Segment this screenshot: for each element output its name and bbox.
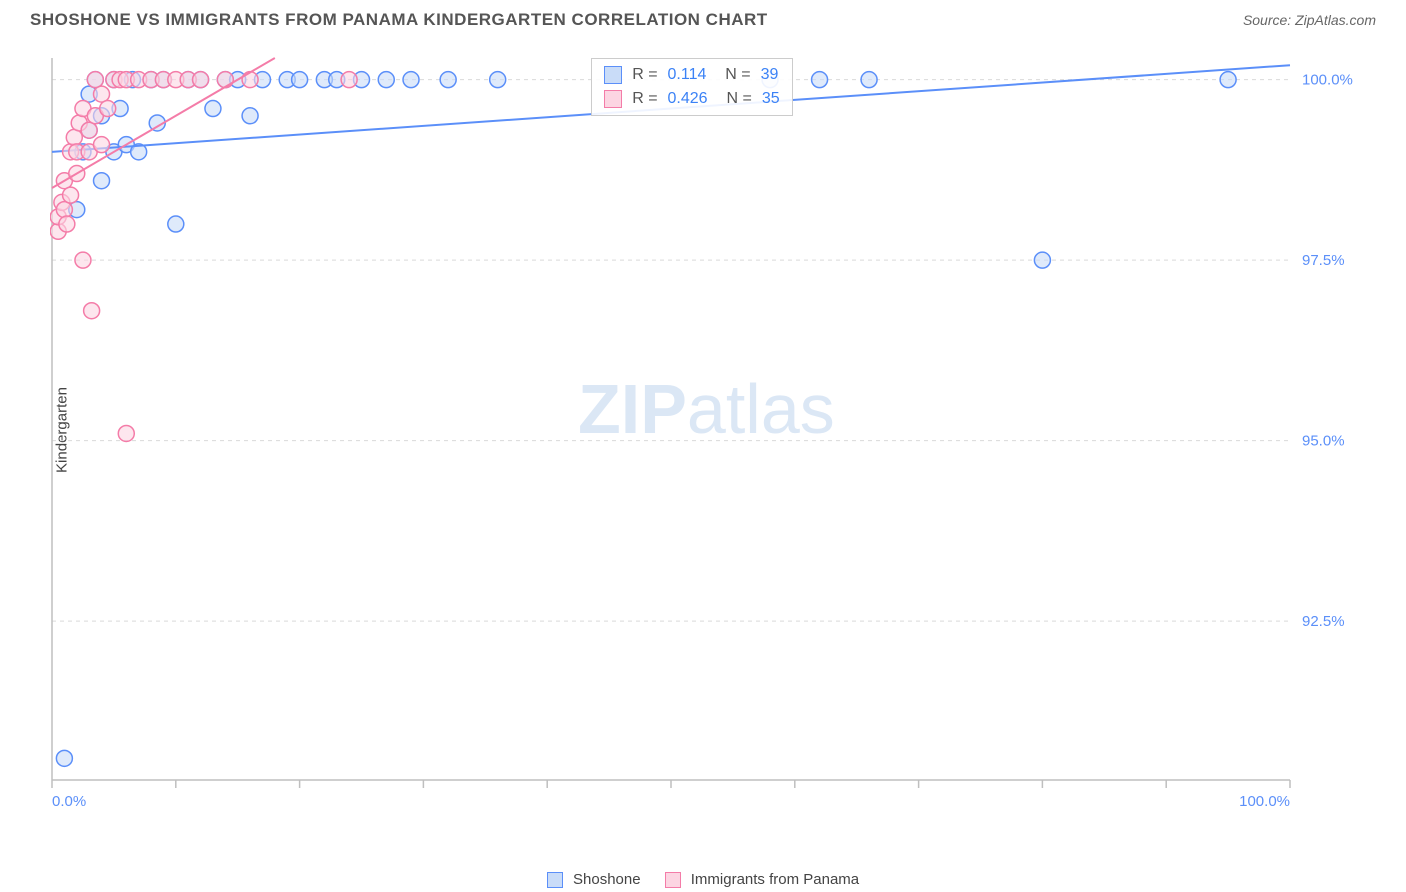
- stats-n-label: N =: [716, 63, 750, 87]
- stats-n-label: N =: [718, 87, 752, 111]
- x-tick-label: 100.0%: [1239, 793, 1290, 810]
- data-point: [87, 72, 103, 88]
- x-tick-label: 0.0%: [52, 793, 86, 810]
- data-point: [1034, 252, 1050, 268]
- legend-item: Shoshone: [547, 871, 641, 888]
- y-tick-label: 97.5%: [1302, 252, 1345, 269]
- chart-container: Kindergarten 92.5%95.0%97.5%100.0%0.0%10…: [50, 50, 1370, 810]
- stats-r-value: 0.426: [668, 87, 708, 111]
- legend-label: Immigrants from Panama: [691, 871, 859, 888]
- data-point: [94, 86, 110, 102]
- y-tick-label: 95.0%: [1302, 433, 1345, 450]
- stats-r-label: R =: [632, 87, 657, 111]
- stats-row: R = 0.114 N = 39: [604, 63, 779, 87]
- data-point: [63, 187, 79, 203]
- data-point: [812, 72, 828, 88]
- source-attribution: Source: ZipAtlas.com: [1243, 12, 1376, 28]
- data-point: [490, 72, 506, 88]
- data-point: [56, 750, 72, 766]
- data-point: [193, 72, 209, 88]
- data-point: [56, 202, 72, 218]
- data-point: [403, 72, 419, 88]
- chart-title: SHOSHONE VS IMMIGRANTS FROM PANAMA KINDE…: [30, 10, 768, 30]
- data-point: [168, 216, 184, 232]
- data-point: [217, 72, 233, 88]
- scatter-plot: 92.5% 95.0% 97.5% 100.0% 0.0% 100.0%: [50, 50, 1370, 810]
- stats-legend-box: R = 0.114 N = 39 R = 0.426 N = 35: [591, 58, 792, 116]
- legend-bottom: Shoshone Immigrants from Panama: [0, 871, 1406, 888]
- stats-r-label: R =: [632, 63, 657, 87]
- stats-row: R = 0.426 N = 35: [604, 87, 779, 111]
- legend-swatch: [547, 872, 563, 888]
- data-point: [118, 425, 134, 441]
- data-point: [94, 173, 110, 189]
- data-point: [378, 72, 394, 88]
- stats-swatch: [604, 90, 622, 108]
- data-point: [66, 129, 82, 145]
- data-point: [75, 252, 91, 268]
- data-point: [81, 122, 97, 138]
- stats-n-value: 35: [762, 87, 780, 111]
- stats-r-value: 0.114: [668, 63, 707, 87]
- data-point: [861, 72, 877, 88]
- data-point: [242, 72, 258, 88]
- y-tick-label: 92.5%: [1302, 613, 1345, 630]
- data-point: [100, 101, 116, 117]
- data-point: [1220, 72, 1236, 88]
- stats-n-value: 39: [761, 63, 779, 87]
- stats-swatch: [604, 66, 622, 84]
- data-point: [242, 108, 258, 124]
- legend-item: Immigrants from Panama: [665, 871, 860, 888]
- data-point: [59, 216, 75, 232]
- data-point: [341, 72, 357, 88]
- legend-swatch: [665, 872, 681, 888]
- data-point: [84, 303, 100, 319]
- data-point: [205, 101, 221, 117]
- data-point: [292, 72, 308, 88]
- data-point: [94, 137, 110, 153]
- y-tick-label: 100.0%: [1302, 72, 1353, 89]
- legend-label: Shoshone: [573, 871, 641, 888]
- data-point: [440, 72, 456, 88]
